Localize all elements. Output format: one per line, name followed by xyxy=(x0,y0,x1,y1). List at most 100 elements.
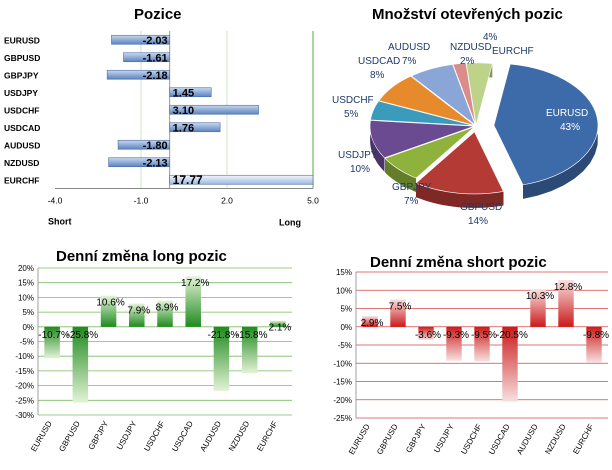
pie-slice xyxy=(493,63,599,186)
pie-label: NZDUSD xyxy=(450,42,492,53)
value-label: 10.6% xyxy=(96,298,124,309)
tick-label: 5.0 xyxy=(307,196,319,206)
tick-label: -25% xyxy=(15,396,34,405)
value-label: -1.61 xyxy=(143,52,168,64)
bar xyxy=(169,122,221,133)
tick-label: -20% xyxy=(333,396,352,405)
bar xyxy=(117,139,170,150)
tick-label: 15% xyxy=(18,279,34,288)
category-label: NZDUSD xyxy=(543,422,568,456)
pie-value-label: 8% xyxy=(370,70,385,81)
pie-slice xyxy=(415,131,504,195)
pie-slice xyxy=(378,75,475,126)
pie-value-label: 4% xyxy=(483,32,498,43)
tick-label: -5% xyxy=(20,338,34,347)
pie-label: USDCAD xyxy=(358,56,400,67)
category-label: GBPJPY xyxy=(87,419,111,451)
value-label: 2.1% xyxy=(268,323,291,334)
pie-label: USDJPY xyxy=(338,150,378,161)
value-label: 10.3% xyxy=(526,291,554,302)
bar xyxy=(530,289,546,327)
short-label: Short xyxy=(48,217,72,227)
bar xyxy=(106,69,170,80)
value-label: -9.5% xyxy=(471,330,497,341)
value-label: -2.03 xyxy=(143,35,168,47)
value-label: 17.77 xyxy=(173,173,203,187)
value-label: -25.8% xyxy=(66,330,98,341)
category-label: USDCAD xyxy=(170,419,195,453)
pie-slice-side xyxy=(416,183,504,208)
category-label: USDCHF xyxy=(4,105,39,115)
open-positions-pie: EURUSD 43% GBPUSD 14% GBPJPY 7% USDJPY 10% USDCH… xyxy=(332,32,599,227)
bar xyxy=(108,157,170,168)
tick-label: 0% xyxy=(340,323,352,332)
pie-label: GBPUSD xyxy=(460,202,502,213)
tick-label: -10% xyxy=(15,352,34,361)
tick-label: 10% xyxy=(18,293,34,302)
bar xyxy=(169,104,259,115)
short-change-chart: 15% 10% 5% 0% -5% -10% -15% -20% -25% 2.9% EURUSD 7… xyxy=(333,268,609,456)
pie-slice-side xyxy=(385,158,417,193)
bar xyxy=(123,52,170,63)
value-label: 1.76 xyxy=(173,122,194,134)
value-label: -15.8% xyxy=(236,330,268,341)
pie-label: EURCHF xyxy=(492,46,534,57)
chart1-title: Pozice xyxy=(134,6,182,23)
pie-slice xyxy=(384,126,475,179)
tick-label: -20% xyxy=(15,382,34,391)
category-label: EURCHF xyxy=(4,175,39,185)
category-label: AUDUSD xyxy=(515,422,540,456)
pie-value-label: 5% xyxy=(344,109,359,120)
chart2-title: Množství otevřených pozic xyxy=(372,6,563,23)
tick-label: -30% xyxy=(15,411,34,420)
bar xyxy=(157,300,173,327)
category-label: EURUSD xyxy=(347,422,372,456)
pie-label: AUDUSD xyxy=(388,42,430,53)
bar xyxy=(474,326,490,362)
bar xyxy=(129,303,145,327)
pie-value-label: 7% xyxy=(404,196,419,207)
bar xyxy=(169,87,212,98)
bar xyxy=(185,276,201,327)
category-label: USDJPY xyxy=(432,422,456,454)
value-label: 8.9% xyxy=(156,303,179,314)
category-label: GBPUSD xyxy=(57,419,82,453)
category-label: USDCAD xyxy=(487,422,512,456)
tick-label: 20% xyxy=(18,264,34,273)
tick-label: -15% xyxy=(15,367,34,376)
value-label: 7.9% xyxy=(127,306,150,317)
value-label: -20.5% xyxy=(496,330,528,341)
bar xyxy=(390,299,406,327)
bar xyxy=(558,280,574,327)
bar xyxy=(362,316,378,327)
pie-value-label: 7% xyxy=(402,56,417,67)
bar xyxy=(111,34,170,45)
category-label: USDJPY xyxy=(4,88,38,98)
pie-value-label: 14% xyxy=(468,216,488,227)
value-label: -10.7% xyxy=(38,330,70,341)
category-label: NZDUSD xyxy=(227,419,252,453)
bar xyxy=(446,326,462,361)
bar xyxy=(213,326,230,391)
bar xyxy=(169,174,314,185)
tick-label: -5% xyxy=(338,341,352,350)
chart3-title: Denní změna long pozic xyxy=(56,248,227,265)
category-label: GBPJPY xyxy=(4,70,39,80)
pie-slice xyxy=(369,120,475,159)
pie-value-label: 10% xyxy=(350,164,370,175)
tick-label: -25% xyxy=(333,414,352,423)
value-label: 2.9% xyxy=(361,318,384,329)
value-label: 1.45 xyxy=(173,87,194,99)
value-label: 12.8% xyxy=(554,282,582,293)
category-label: GBPUSD xyxy=(375,422,400,456)
pie-label: USDCHF xyxy=(332,95,374,106)
pie-slice-side xyxy=(370,120,385,172)
category-label: GBPJPY xyxy=(404,422,428,454)
tick-label: -1.0 xyxy=(134,196,149,206)
category-label: EURUSD xyxy=(4,35,40,45)
bar xyxy=(502,326,518,402)
tick-label: 5% xyxy=(22,308,34,317)
value-label: 3.10 xyxy=(173,105,194,117)
pie-slice xyxy=(370,100,475,127)
value-label: -21.8% xyxy=(208,330,240,341)
